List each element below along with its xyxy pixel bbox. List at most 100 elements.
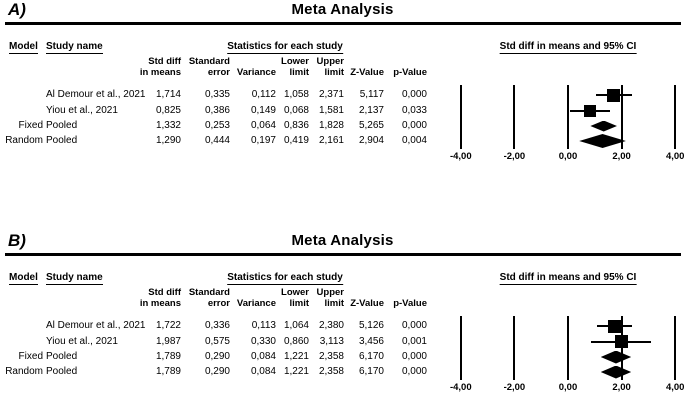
title-rule	[5, 253, 681, 256]
axis-gridline	[674, 316, 677, 380]
study-cell: Pooled	[46, 120, 78, 131]
value-cell: 1,332	[155, 120, 181, 131]
value-cell: 2,137	[358, 104, 384, 116]
value-cell: 0,825	[155, 104, 181, 116]
stat-subheader: Lower limit	[281, 287, 309, 309]
axis-tick-label: 2,00	[612, 382, 631, 393]
stat-subheader: Variance	[236, 67, 276, 78]
stat-subheader: Z-Value	[350, 298, 384, 309]
chart-title: Meta Analysis	[291, 1, 394, 18]
stat-subheader: Variance	[236, 298, 276, 309]
value-cell: 1,581	[318, 104, 344, 116]
value-cell: 0,575	[204, 335, 230, 347]
value-cell: 0,253	[204, 120, 230, 131]
value-cell: 2,161	[318, 135, 344, 146]
value-cell: 1,290	[155, 135, 181, 146]
value-cell: 2,904	[358, 135, 384, 146]
value-cell: 0,084	[250, 351, 276, 362]
model-cell: Random	[5, 366, 43, 377]
value-cell: 1,221	[283, 351, 309, 362]
model-cell: Fixed	[18, 351, 43, 362]
value-cell: 0,336	[204, 320, 230, 331]
study-cell: Yiou et al., 2021	[46, 104, 118, 116]
mean-square	[614, 335, 628, 348]
value-cell: 2,380	[318, 320, 344, 331]
axis-gridline	[567, 85, 569, 149]
column-header-model: Model	[9, 41, 38, 54]
value-cell: 0,419	[283, 135, 309, 146]
mean-square	[607, 319, 621, 333]
axis-gridline	[620, 316, 623, 380]
value-cell: 1,064	[283, 320, 309, 331]
value-cell: 2,371	[318, 89, 344, 100]
panel-a: A) Meta Analysis Model Study name Statis…	[5, 0, 685, 162]
stat-subheader: p-Value	[393, 67, 427, 78]
study-cell: Al Demour et al., 2021	[46, 320, 146, 331]
axis-tick-label: 4,00	[665, 151, 685, 162]
value-cell: 0,084	[250, 366, 276, 377]
column-header-statistics: Statistics for each study	[227, 41, 343, 54]
study-cell: Pooled	[46, 351, 78, 362]
title-rule	[5, 22, 681, 25]
value-cell: 0,386	[204, 104, 230, 116]
column-header-study-name: Study name	[46, 272, 103, 285]
value-cell: 1,987	[155, 335, 181, 347]
value-cell: 1,714	[155, 89, 181, 100]
stat-subheader: Std diff in means	[139, 287, 181, 309]
value-cell: 3,456	[358, 335, 384, 347]
value-cell: 3,113	[319, 335, 344, 347]
value-cell: 0,836	[283, 120, 309, 131]
axis-tick-label: 2,00	[612, 151, 631, 162]
axis-tick-label: 4,00	[665, 382, 685, 393]
stat-subheader: Lower limit	[281, 56, 309, 78]
panel-b: B) Meta Analysis Model Study name Statis…	[0, 231, 685, 400]
value-cell: 0,000	[401, 351, 427, 362]
column-header-statistics: Statistics for each study	[227, 272, 343, 285]
stat-subheader: p-Value	[393, 298, 427, 309]
pooled-diamond	[579, 134, 626, 148]
value-cell: 0,290	[204, 351, 230, 362]
column-header-study-name: Study name	[46, 41, 103, 54]
value-cell: 6,170	[358, 351, 384, 362]
axis-gridline	[459, 316, 462, 380]
value-cell: 0,149	[250, 104, 276, 116]
value-cell: 1,058	[283, 89, 309, 100]
axis-tick-label: -2,00	[503, 382, 526, 393]
study-cell: Pooled	[46, 366, 78, 377]
panel-label: B)	[8, 231, 26, 250]
column-header-forest: Std diff in means and 95% CI	[499, 41, 637, 54]
pooled-diamond	[600, 350, 632, 364]
axis-gridline	[567, 316, 569, 380]
chart-title: Meta Analysis	[291, 232, 394, 249]
stat-subheader: Upper limit	[316, 287, 344, 309]
axis-tick-label: -4,00	[449, 151, 472, 162]
study-cell: Al Demour et al., 2021	[46, 89, 146, 100]
mean-square	[584, 104, 597, 117]
stat-subheader: Upper limit	[316, 56, 344, 78]
panel-label: A)	[8, 0, 26, 19]
value-cell: 6,170	[358, 366, 384, 377]
value-cell: 1,221	[283, 366, 309, 377]
value-cell: 1,722	[155, 320, 181, 331]
value-cell: 1,828	[318, 120, 344, 131]
pooled-diamond	[590, 120, 617, 132]
value-cell: 0,290	[204, 366, 230, 377]
value-cell: 0,004	[401, 135, 427, 146]
axis-tick-label: 0,00	[558, 151, 578, 162]
axis-gridline	[674, 85, 677, 149]
value-cell: 0,000	[401, 120, 427, 131]
value-cell: 0,000	[401, 320, 427, 331]
axis-tick-label: -4,00	[449, 382, 472, 393]
study-cell: Yiou et al., 2021	[46, 335, 118, 347]
value-cell: 0,068	[283, 104, 309, 116]
stat-subheader: Std diff in means	[139, 56, 181, 78]
value-cell: 2,358	[318, 366, 344, 377]
value-cell: 0,444	[204, 135, 230, 146]
pooled-diamond	[600, 365, 632, 379]
axis-tick-label: 0,00	[558, 382, 578, 393]
value-cell: 1,789	[155, 351, 181, 362]
value-cell: 2,358	[318, 351, 344, 362]
axis-gridline	[513, 316, 516, 380]
value-cell: 5,265	[358, 120, 384, 131]
